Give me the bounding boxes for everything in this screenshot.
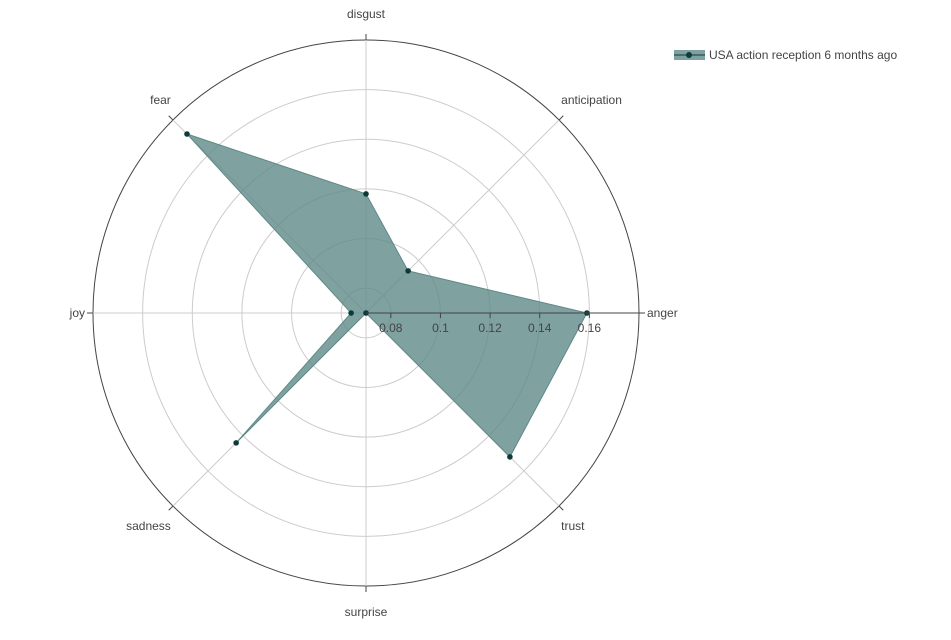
spoke-tick-fear: [168, 115, 174, 121]
radar-series: [184, 131, 590, 460]
legend-series-name: USA action reception 6 months ago: [709, 48, 897, 62]
radial-tick-labels: 0.08 0.1 0.12 0.14 0.16: [366, 312, 639, 335]
radial-tick-label-3: 0.14: [528, 321, 552, 335]
category-labels: anger anticipation disgust fear joy sadness su…: [69, 7, 678, 619]
category-label-fear: fear: [150, 93, 171, 107]
data-point-anticipation[interactable]: [405, 268, 411, 274]
category-label-trust: trust: [561, 519, 585, 533]
data-point-trust[interactable]: [507, 454, 513, 460]
legend-marker: [686, 52, 692, 58]
series-area-0: [185, 132, 588, 458]
data-point-joy[interactable]: [348, 310, 354, 316]
category-label-sadness: sadness: [126, 519, 171, 533]
data-point-sadness[interactable]: [233, 440, 239, 446]
spoke-tick-trust: [558, 505, 564, 511]
data-point-disgust[interactable]: [363, 191, 369, 197]
radial-tick-label-4: 0.16: [578, 321, 602, 335]
category-label-disgust: disgust: [347, 7, 386, 21]
data-point-fear[interactable]: [184, 131, 190, 137]
legend[interactable]: USA action reception 6 months ago: [674, 48, 897, 62]
spoke-tick-anticipation: [558, 115, 564, 121]
radial-tick-label-2: 0.12: [478, 321, 502, 335]
category-label-joy: joy: [69, 306, 85, 320]
radial-tick-label-0: 0.08: [379, 321, 403, 335]
category-label-anger: anger: [647, 306, 678, 320]
spoke-tick-sadness: [168, 505, 174, 511]
category-label-surprise: surprise: [345, 605, 388, 619]
category-label-anticipation: anticipation: [561, 93, 622, 107]
radial-tick-label-1: 0.1: [432, 321, 449, 335]
